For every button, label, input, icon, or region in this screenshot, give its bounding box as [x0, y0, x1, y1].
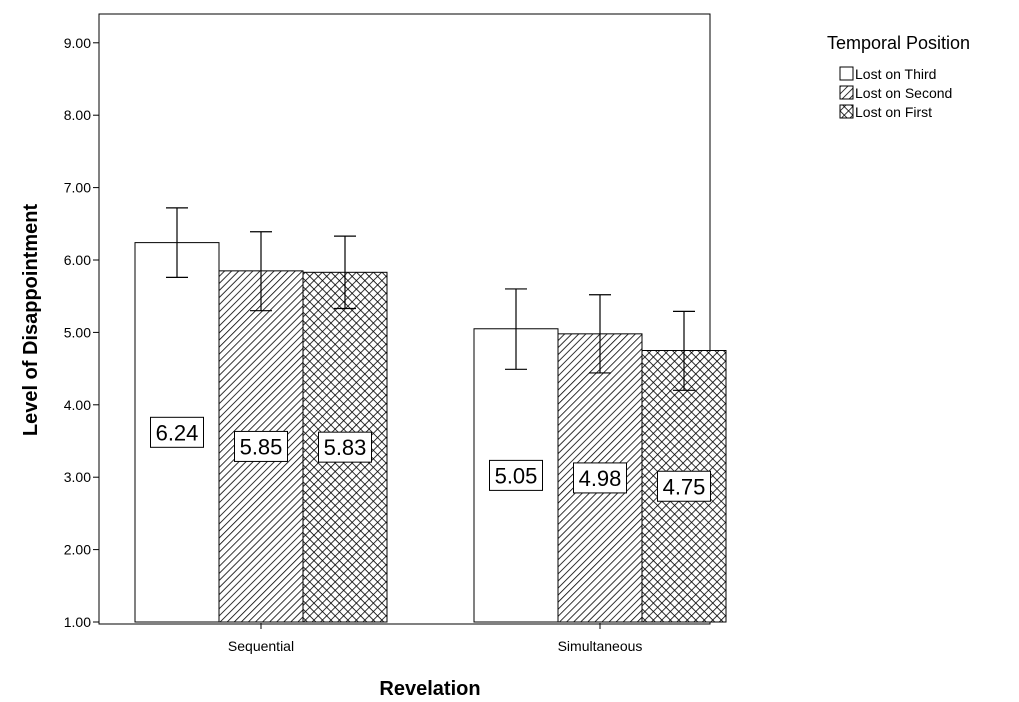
x-tick-label: Sequential [228, 638, 294, 654]
x-tick-label: Simultaneous [558, 638, 643, 654]
bar [557, 333, 643, 623]
y-axis-title: Level of Disappointment [20, 204, 42, 437]
legend: Temporal Position Lost on Third Lost on S… [827, 33, 970, 120]
data-label-box [573, 462, 627, 494]
x-axis-title: Revelation [379, 678, 480, 700]
y-tick-label: 5.00 [64, 324, 91, 340]
y-tick-label: 1.00 [64, 614, 91, 630]
data-label-box [318, 431, 372, 463]
y-tick-label: 2.00 [64, 542, 91, 558]
data-label: 4.75 [663, 474, 706, 499]
legend-label: Lost on Third [855, 66, 936, 82]
plot-frame [98, 13, 711, 625]
data-label: 5.83 [324, 435, 367, 460]
y-tick-label: 4.00 [64, 397, 91, 413]
data-label: 5.05 [495, 463, 538, 488]
data-label: 6.24 [156, 420, 199, 445]
data-label-box [657, 470, 711, 502]
data-label-box [234, 430, 288, 462]
legend-label: Lost on Second [855, 85, 952, 101]
bars: 6.24 5.05 5.85 4.98 5.83 4.75 [134, 207, 727, 623]
y-tick-label: 6.00 [64, 252, 91, 268]
y-tick-label: 8.00 [64, 107, 91, 123]
x-axis: Sequential Simultaneous [228, 623, 643, 654]
data-label: 5.85 [240, 434, 283, 459]
legend-swatch [839, 104, 854, 119]
legend-swatch [839, 85, 854, 100]
y-tick-label: 3.00 [64, 469, 91, 485]
legend-title: Temporal Position [827, 33, 970, 53]
data-label: 4.98 [579, 466, 622, 491]
data-label-box [150, 416, 204, 448]
y-tick-label: 7.00 [64, 180, 91, 196]
legend-swatch [839, 66, 854, 81]
legend-label: Lost on First [855, 104, 932, 120]
y-tick-label: 9.00 [64, 35, 91, 51]
data-label-box [489, 459, 543, 491]
y-axis: 1.00 2.00 3.00 4.00 5.00 6.00 7.00 8.00 9.00 [64, 35, 99, 630]
